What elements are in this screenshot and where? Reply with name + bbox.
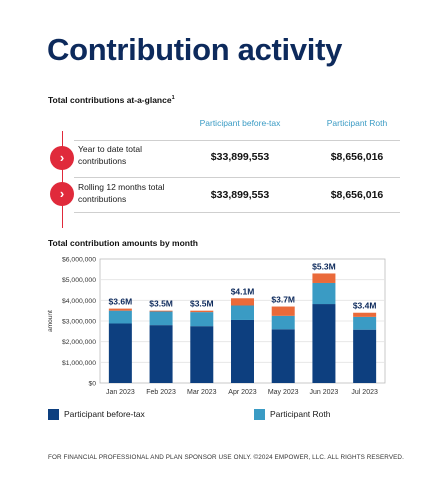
bar-segment-other-1 (149, 310, 173, 312)
data-label: $3.5M (190, 299, 214, 309)
ytd-before-tax-value: $33,899,553 (210, 151, 270, 163)
x-tick-label: May 2023 (268, 389, 299, 396)
legend-swatch-before-tax (48, 409, 59, 420)
glance-heading: Total contributions at-a-glance1 (48, 95, 175, 105)
x-tick-label: Jun 2023 (310, 389, 339, 396)
bar-segment-before-tax-6 (353, 329, 377, 383)
x-tick-label: Mar 2023 (187, 389, 217, 396)
glance-heading-text: Total contributions at-a-glance (48, 95, 172, 105)
rolling-roth-value: $8,656,016 (330, 189, 384, 201)
data-label: $3.5M (149, 299, 173, 309)
bar-segment-other-2 (190, 310, 214, 313)
y-tick-label: $6,000,000 (62, 257, 96, 264)
chevron-right-icon: › (50, 182, 74, 206)
data-label: $3.6M (109, 297, 133, 307)
bar-segment-before-tax-4 (271, 329, 295, 383)
bar-segment-roth-6 (353, 316, 377, 330)
ytd-roth-value: $8,656,016 (330, 151, 384, 163)
bar-segment-other-3 (231, 298, 254, 306)
data-label: $5.3M (312, 261, 336, 271)
bar-segment-before-tax-3 (231, 319, 254, 383)
bar-segment-roth-0 (108, 310, 132, 324)
y-tick-label: $1,000,000 (62, 360, 96, 367)
x-tick-label: Jan 2023 (106, 389, 135, 396)
column-header-before-tax: Participant before-tax (199, 118, 281, 128)
data-label: $3.7M (271, 295, 295, 305)
y-tick-label: $2,000,000 (62, 339, 96, 346)
bar-segment-roth-1 (149, 311, 173, 326)
row-label-rolling-12: Rolling 12 months total contributions (78, 182, 165, 204)
x-tick-label: Apr 2023 (228, 389, 257, 396)
legend-swatch-roth (254, 409, 265, 420)
data-label: $3.4M (353, 301, 377, 311)
bar-segment-before-tax-5 (312, 304, 336, 383)
row-divider (74, 140, 400, 141)
bar-segment-other-0 (108, 308, 132, 311)
glance-footnote: 1 (171, 95, 175, 102)
rolling-before-tax-value: $33,899,553 (210, 189, 270, 201)
footer-disclaimer: FOR FINANCIAL PROFESSIONAL AND PLAN SPON… (48, 454, 404, 461)
y-tick-label: $3,000,000 (62, 319, 96, 326)
y-axis-label: amount (47, 310, 54, 332)
x-tick-label: Jul 2023 (351, 389, 378, 396)
bar-segment-roth-4 (271, 315, 295, 330)
bar-segment-roth-2 (190, 312, 214, 327)
legend-label-before-tax: Participant before-tax (64, 409, 145, 419)
bar-segment-other-4 (271, 306, 295, 316)
chevron-right-icon: › (50, 146, 74, 170)
chart-heading: Total contribution amounts by month (48, 238, 198, 248)
bar-segment-roth-5 (312, 282, 336, 305)
y-tick-label: $0 (88, 381, 96, 388)
contribution-bar-chart: $0 $1,000,000 $2,000,000 $3,000,000 $4,000,0… (47, 257, 386, 396)
bar-segment-before-tax-2 (190, 326, 214, 383)
page-title: Contribution activity (47, 32, 343, 67)
row-label-ytd: Year to date total contributions (78, 144, 142, 166)
row-divider (74, 177, 400, 178)
bar-segment-before-tax-0 (108, 323, 132, 383)
row-divider (74, 212, 400, 213)
bar-segment-other-5 (312, 273, 336, 283)
x-tick-label: Feb 2023 (146, 389, 176, 396)
bar-segment-roth-3 (231, 305, 254, 320)
bar-segment-before-tax-1 (149, 325, 173, 383)
legend-label-roth: Participant Roth (270, 409, 331, 419)
timeline-line (62, 131, 63, 228)
y-tick-label: $5,000,000 (62, 277, 96, 284)
bar-segment-other-6 (353, 312, 377, 317)
y-tick-label: $4,000,000 (62, 298, 96, 305)
column-header-roth: Participant Roth (326, 118, 388, 128)
data-label: $4.1M (231, 286, 255, 296)
